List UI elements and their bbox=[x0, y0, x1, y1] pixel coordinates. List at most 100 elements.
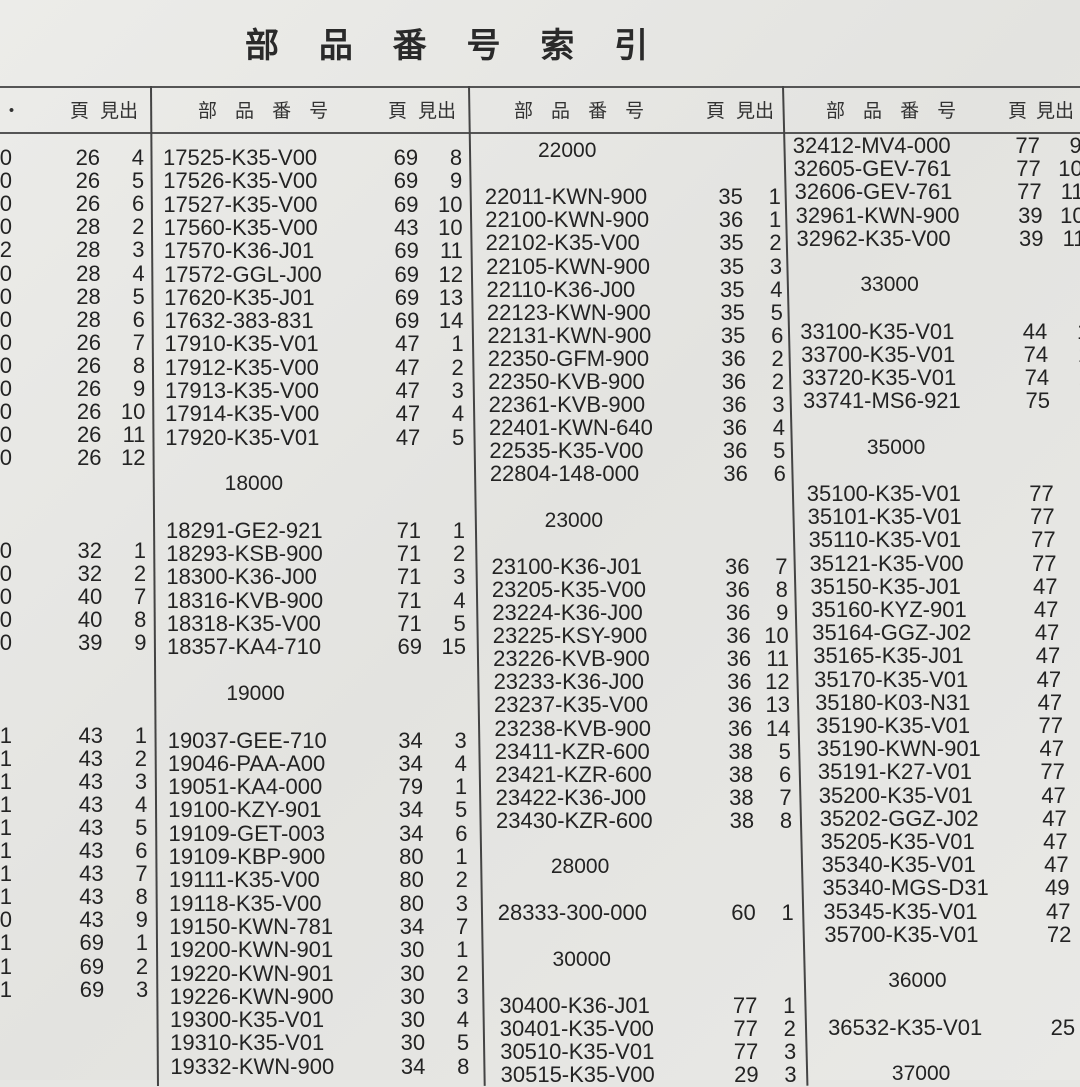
reference-number: 1 bbox=[451, 333, 463, 355]
page-number: 36 bbox=[723, 463, 747, 485]
page-number: 71 bbox=[397, 590, 421, 612]
reference-number: 15 bbox=[442, 636, 466, 658]
page-number: 47 bbox=[395, 357, 419, 379]
page-number: 77 bbox=[1039, 715, 1063, 737]
reference-number: 5 bbox=[773, 440, 785, 462]
part-number: 0 bbox=[0, 609, 12, 631]
page-number: 77 bbox=[1015, 135, 1039, 157]
part-number: 17527-K35-V00 bbox=[163, 194, 317, 216]
part-number: 17525-K35-V00 bbox=[163, 147, 317, 169]
reference-number: 3 bbox=[784, 1064, 796, 1086]
page-number: 74 bbox=[1025, 367, 1049, 389]
part-number: 0 bbox=[0, 632, 12, 654]
page-number: 80 bbox=[400, 893, 424, 915]
reference-number: 2 bbox=[769, 232, 781, 254]
reference-number: 3 bbox=[454, 730, 466, 752]
part-number: 1 bbox=[0, 840, 12, 862]
col1-header-page: 頁 bbox=[70, 96, 89, 123]
part-number: 17572-GGL-J00 bbox=[164, 264, 322, 286]
group-heading: 36000 bbox=[888, 970, 946, 992]
page-number: 28 bbox=[76, 216, 100, 238]
part-number: 0 bbox=[0, 286, 12, 308]
reference-number: 3 bbox=[772, 394, 784, 416]
reference-number: 2 bbox=[132, 216, 144, 238]
part-number: 19150-KWN-781 bbox=[169, 916, 333, 938]
reference-number: 6 bbox=[132, 193, 144, 215]
page-number: 38 bbox=[728, 741, 752, 763]
col2-header-ref: 見出 bbox=[418, 96, 456, 123]
page-number: 77 bbox=[1017, 181, 1041, 203]
page-number: 77 bbox=[1016, 158, 1040, 180]
page-number: 43 bbox=[79, 794, 103, 816]
reference-number: 9 bbox=[776, 602, 788, 624]
reference-number: 4 bbox=[453, 590, 465, 612]
part-number: 35345-K35-V01 bbox=[823, 901, 977, 923]
part-number: 19118-K35-V00 bbox=[169, 893, 322, 915]
page-number: 47 bbox=[1044, 854, 1068, 876]
part-number: 0 bbox=[0, 170, 12, 192]
part-number: 18316-KVB-900 bbox=[167, 590, 324, 612]
reference-number: 4 bbox=[770, 279, 782, 301]
page-number: 69 bbox=[395, 264, 419, 286]
part-number: 1 bbox=[0, 886, 12, 908]
page-number: 32 bbox=[78, 563, 102, 585]
page-number: 69 bbox=[395, 287, 419, 309]
page-number: 34 bbox=[399, 799, 423, 821]
reference-number: 8 bbox=[780, 810, 792, 832]
part-number: 35180-K03-N31 bbox=[815, 692, 970, 714]
part-number: 17570-K36-J01 bbox=[164, 240, 314, 262]
page-number: 36 bbox=[723, 417, 747, 439]
part-number: 35150-K35-J01 bbox=[810, 576, 960, 598]
part-number: 18300-K36-J00 bbox=[166, 566, 316, 588]
page-number: 47 bbox=[396, 403, 420, 425]
page-number: 47 bbox=[1038, 692, 1062, 714]
page-number: 47 bbox=[1042, 808, 1066, 830]
reference-number: 7 bbox=[133, 332, 145, 354]
part-number: 0 bbox=[0, 216, 12, 238]
group-heading: 19000 bbox=[226, 683, 284, 705]
col4-header-part: 部 品 番 号 bbox=[826, 96, 962, 123]
part-number: 33100-K35-V01 bbox=[800, 321, 954, 343]
page-number: 69 bbox=[394, 194, 418, 216]
page-number: 71 bbox=[397, 566, 421, 588]
part-number: 32961-KWN-900 bbox=[796, 205, 960, 227]
page-number: 26 bbox=[77, 378, 101, 400]
page-number: 47 bbox=[1037, 669, 1061, 691]
reference-number: 3 bbox=[770, 256, 782, 278]
part-number: 17910-K35-V01 bbox=[165, 333, 319, 355]
reference-number: 8 bbox=[134, 609, 146, 631]
page-number: 43 bbox=[79, 863, 103, 885]
part-number: 35100-K35-V01 bbox=[807, 483, 961, 505]
reference-number: 10 bbox=[1058, 158, 1080, 180]
part-number: 1 bbox=[0, 725, 12, 747]
reference-number: 4 bbox=[773, 417, 785, 439]
part-number: 17912-K35-V00 bbox=[165, 357, 319, 379]
part-number: 35165-K35-J01 bbox=[813, 645, 963, 667]
group-heading: 35000 bbox=[867, 437, 925, 459]
part-number: 1 bbox=[0, 794, 12, 816]
page-number: 69 bbox=[79, 932, 103, 954]
part-number: 23422-K36-J00 bbox=[496, 787, 646, 809]
page-number: 71 bbox=[397, 543, 421, 565]
page-number: 77 bbox=[733, 1018, 757, 1040]
part-number: 19226-KWN-900 bbox=[170, 986, 334, 1008]
page-number: 47 bbox=[1039, 738, 1063, 760]
part-number: 01 bbox=[0, 956, 12, 978]
page-number: 38 bbox=[729, 764, 753, 786]
page-number: 35 bbox=[719, 232, 743, 254]
reference-number: 9 bbox=[1070, 135, 1080, 157]
reference-number: 10 bbox=[438, 217, 462, 239]
page-number: 39 bbox=[1019, 228, 1043, 250]
reference-number: 1 bbox=[136, 932, 148, 954]
part-number: 18357-KA4-710 bbox=[167, 636, 321, 658]
page-number: 38 bbox=[730, 810, 754, 832]
part-number: 35340-K35-V01 bbox=[822, 854, 976, 876]
page-number: 30 bbox=[400, 939, 424, 961]
page-number: 77 bbox=[1029, 483, 1053, 505]
part-number: 32962-K35-V00 bbox=[797, 228, 951, 250]
part-number: 32412-MV4-000 bbox=[793, 135, 951, 157]
reference-number: 4 bbox=[132, 263, 144, 285]
reference-number: 1 bbox=[456, 939, 468, 961]
part-number: 0 bbox=[0, 193, 12, 215]
page-number: 30 bbox=[400, 986, 424, 1008]
